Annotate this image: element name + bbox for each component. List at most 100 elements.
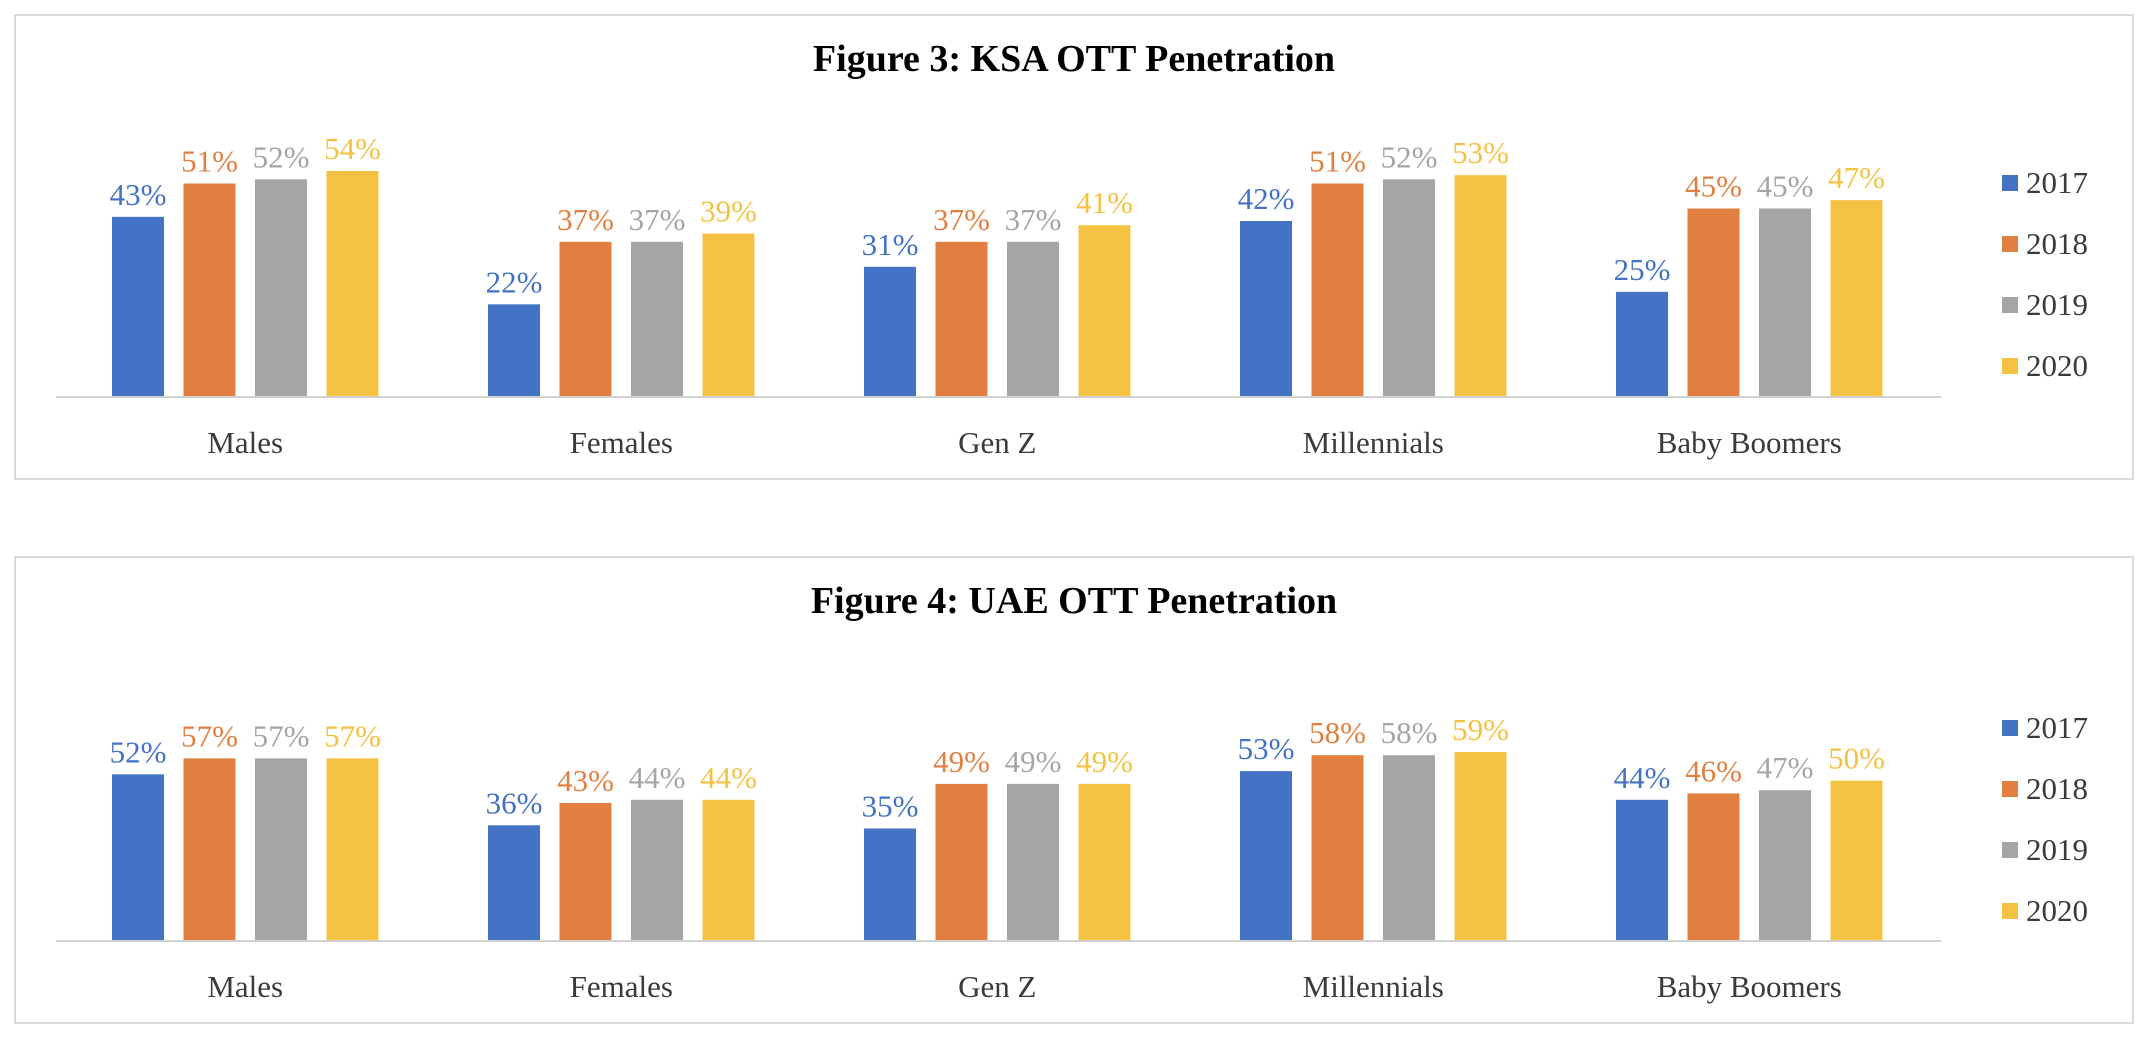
- ksa-value-label-gen-z-2018: 37%: [933, 202, 990, 237]
- uae-value-label-millennials-2018: 58%: [1309, 715, 1366, 750]
- ksa-category-label-males: Males: [207, 425, 283, 460]
- ksa-bar-females-2018: [559, 241, 612, 396]
- ksa-chart-title: Figure 3: KSA OTT Penetration: [813, 38, 1335, 80]
- ksa-category-label-baby-boomers: Baby Boomers: [1657, 425, 1842, 460]
- ksa-value-label-millennials-2017: 42%: [1238, 181, 1295, 216]
- ksa-bar-females-2017: [488, 304, 540, 396]
- uae-bar-females-2020: [702, 799, 755, 940]
- ksa-legend-swatch-2020: [2002, 358, 2018, 374]
- uae-bar-gen-z-2017: [864, 828, 916, 940]
- uae-value-label-males-2020: 57%: [324, 718, 381, 753]
- ksa-bar-gen-z-2020: [1078, 225, 1131, 396]
- uae-value-label-females-2018: 43%: [557, 763, 614, 798]
- uae-value-label-males-2018: 57%: [181, 718, 238, 753]
- ksa-bar-baby-boomers-2018: [1687, 208, 1740, 396]
- uae-category-label-males: Males: [207, 969, 283, 1004]
- uae-value-label-females-2017: 36%: [486, 785, 543, 820]
- ksa-bar-baby-boomers-2017: [1616, 291, 1668, 396]
- ksa-legend-label-2019: 2019: [2026, 287, 2088, 322]
- uae-bar-gen-z-2019: [1007, 783, 1059, 940]
- uae-category-label-millennials: Millennials: [1303, 969, 1444, 1004]
- uae-bar-gen-z-2018: [935, 783, 988, 940]
- uae-bar-millennials-2017: [1240, 771, 1292, 940]
- uae-value-label-gen-z-2018: 49%: [933, 744, 990, 779]
- ksa-chart: Figure 3: KSA OTT Penetration 43% 22% 31% 42…: [56, 38, 2088, 460]
- uae-value-label-males-2019: 57%: [253, 718, 310, 753]
- uae-value-label-baby-boomers-2018: 46%: [1685, 753, 1742, 788]
- uae-bar-millennials-2020: [1454, 752, 1507, 940]
- ksa-bar-males-2017: [112, 216, 164, 396]
- uae-value-label-millennials-2019: 58%: [1381, 715, 1438, 750]
- uae-category-label-gen-z: Gen Z: [958, 969, 1036, 1004]
- ksa-category-label-females: Females: [570, 425, 673, 460]
- uae-chart: Figure 4: UAE OTT Penetration 52% 36% 35% 53…: [56, 580, 2088, 1004]
- ksa-bar-millennials-2018: [1311, 183, 1364, 396]
- ksa-category-label-millennials: Millennials: [1303, 425, 1444, 460]
- ksa-legend-swatch-2019: [2002, 297, 2018, 313]
- ksa-bar-females-2020: [702, 233, 755, 396]
- ksa-bar-millennials-2019: [1383, 179, 1435, 396]
- uae-bar-gen-z-2020: [1078, 783, 1131, 940]
- uae-value-label-millennials-2020: 59%: [1452, 712, 1509, 747]
- ksa-legend-label-2017: 2017: [2026, 165, 2088, 200]
- ksa-bar-gen-z-2019: [1007, 241, 1059, 396]
- ksa-value-label-baby-boomers-2020: 47%: [1828, 160, 1885, 195]
- uae-bar-baby-boomers-2020: [1830, 780, 1883, 940]
- uae-value-label-gen-z-2017: 35%: [862, 788, 919, 823]
- uae-category-label-females: Females: [570, 969, 673, 1004]
- ksa-bar-gen-z-2018: [935, 241, 988, 396]
- uae-bar-males-2020: [326, 758, 379, 940]
- ksa-value-label-millennials-2019: 52%: [1381, 139, 1438, 174]
- ksa-bar-gen-z-2017: [864, 266, 916, 396]
- ksa-legend-swatch-2018: [2002, 236, 2018, 252]
- ksa-bar-baby-boomers-2020: [1830, 200, 1883, 396]
- uae-value-label-females-2020: 44%: [700, 760, 757, 795]
- ksa-value-label-millennials-2020: 53%: [1452, 135, 1509, 170]
- uae-value-label-males-2017: 52%: [110, 734, 167, 769]
- uae-bar-males-2019: [255, 758, 307, 940]
- uae-value-label-baby-boomers-2019: 47%: [1757, 750, 1814, 785]
- ksa-bar-males-2020: [326, 171, 379, 396]
- ksa-bar-millennials-2020: [1454, 175, 1507, 396]
- uae-legend-swatch-2020: [2002, 903, 2018, 919]
- ksa-category-label-gen-z: Gen Z: [958, 425, 1036, 460]
- ksa-value-label-females-2019: 37%: [629, 202, 686, 237]
- uae-bar-millennials-2019: [1383, 755, 1435, 940]
- ksa-value-label-baby-boomers-2019: 45%: [1757, 169, 1814, 204]
- uae-legend-label-2019: 2019: [2026, 832, 2088, 867]
- ksa-value-label-males-2018: 51%: [181, 144, 238, 179]
- ksa-value-label-females-2018: 37%: [557, 202, 614, 237]
- ksa-bar-millennials-2017: [1240, 221, 1292, 396]
- uae-legend-swatch-2019: [2002, 842, 2018, 858]
- ksa-value-label-males-2019: 52%: [253, 139, 310, 174]
- ksa-value-label-gen-z-2017: 31%: [862, 227, 919, 262]
- uae-legend-label-2020: 2020: [2026, 893, 2088, 928]
- ksa-value-label-baby-boomers-2018: 45%: [1685, 169, 1742, 204]
- uae-value-label-females-2019: 44%: [629, 760, 686, 795]
- uae-value-label-millennials-2017: 53%: [1238, 731, 1295, 766]
- ksa-value-label-gen-z-2020: 41%: [1076, 185, 1133, 220]
- uae-bar-females-2018: [559, 802, 612, 940]
- ksa-legend-label-2020: 2020: [2026, 348, 2088, 383]
- uae-bar-baby-boomers-2018: [1687, 793, 1740, 940]
- uae-value-label-gen-z-2020: 49%: [1076, 744, 1133, 779]
- uae-bar-males-2017: [112, 774, 164, 940]
- uae-bar-baby-boomers-2017: [1616, 799, 1668, 940]
- ksa-value-label-females-2020: 39%: [700, 194, 757, 229]
- uae-value-label-baby-boomers-2017: 44%: [1614, 760, 1671, 795]
- ksa-bar-males-2019: [255, 179, 307, 396]
- uae-value-label-baby-boomers-2020: 50%: [1828, 741, 1885, 776]
- uae-bar-females-2019: [631, 799, 683, 940]
- ksa-bar-females-2019: [631, 241, 683, 396]
- ksa-bar-males-2018: [183, 183, 236, 396]
- ksa-bar-baby-boomers-2019: [1759, 208, 1811, 396]
- ksa-value-label-baby-boomers-2017: 25%: [1614, 252, 1671, 287]
- uae-legend-swatch-2018: [2002, 781, 2018, 797]
- uae-bar-females-2017: [488, 825, 540, 940]
- uae-legend-label-2018: 2018: [2026, 771, 2088, 806]
- uae-category-label-baby-boomers: Baby Boomers: [1657, 969, 1842, 1004]
- ksa-value-label-males-2020: 54%: [324, 131, 381, 166]
- ksa-value-label-males-2017: 43%: [110, 177, 167, 212]
- uae-bar-millennials-2018: [1311, 755, 1364, 940]
- uae-legend-swatch-2017: [2002, 720, 2018, 736]
